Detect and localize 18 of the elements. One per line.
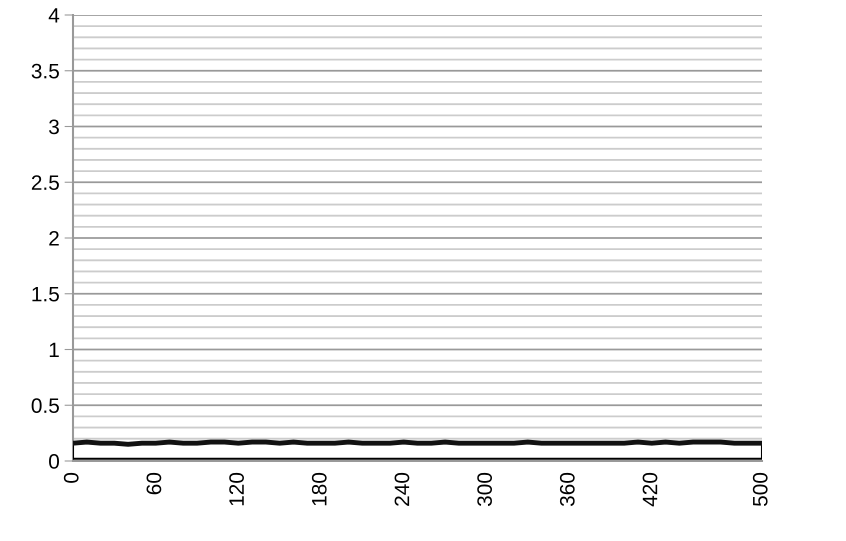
y-tick-label: 1.5 bbox=[32, 286, 59, 302]
y-tick-label: 4 bbox=[48, 8, 60, 23]
y-tick-label: 3.5 bbox=[32, 64, 59, 79]
x-tick-label: 60 bbox=[146, 472, 162, 494]
y-tick-label: 3 bbox=[49, 120, 59, 134]
y-tick-label: 0.5 bbox=[32, 398, 59, 414]
y-tick-label: 2 bbox=[49, 231, 59, 246]
y-tick-label: 0 bbox=[49, 454, 59, 469]
x-tick-label: 300 bbox=[477, 472, 492, 506]
x-tick-label: 120 bbox=[229, 472, 244, 506]
x-tick-label: 420 bbox=[642, 472, 658, 506]
x-tick-label: 0 bbox=[64, 472, 79, 483]
y-tick-label: 2.5 bbox=[32, 175, 59, 190]
x-tick-label: 180 bbox=[312, 472, 327, 506]
x-tick-label: 360 bbox=[560, 472, 575, 506]
x-tick-label: 240 bbox=[394, 472, 410, 506]
x-tick-label: 500 bbox=[752, 472, 768, 506]
y-tick-label: 1 bbox=[50, 342, 59, 358]
